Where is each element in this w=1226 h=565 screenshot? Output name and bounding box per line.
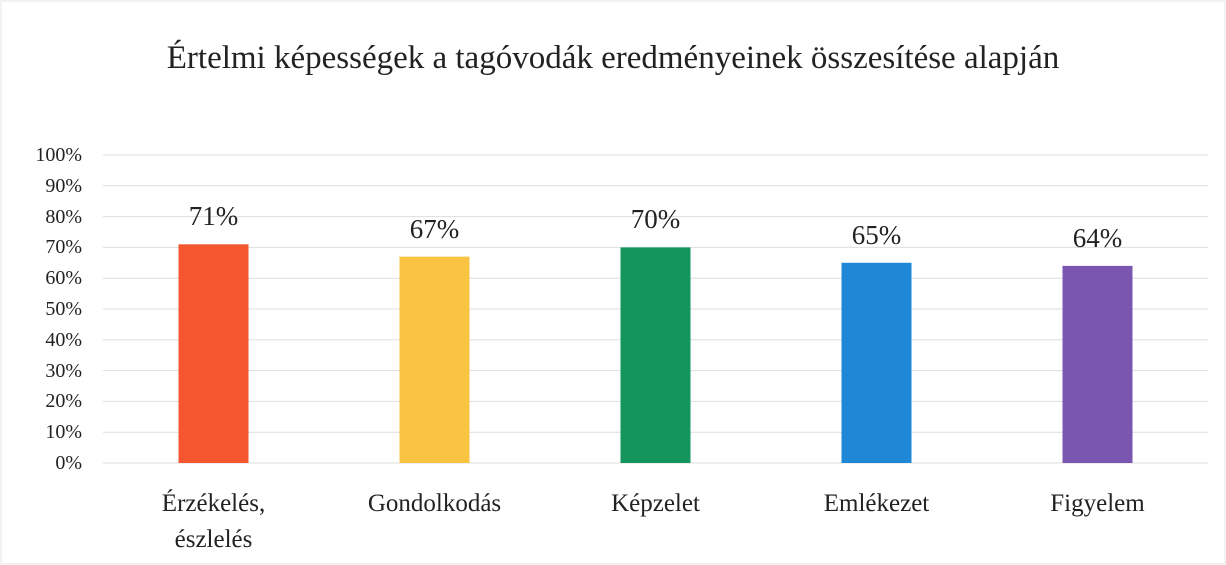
y-tick-label: 10% [45,421,82,444]
chart-title: Értelmi képességek a tagóvodák eredménye… [166,40,1060,76]
value-label: 64% [1072,222,1123,253]
value-label: 71% [188,201,239,232]
bar [178,244,249,463]
bar [399,256,470,463]
x-tick-label: Képzelet [611,490,700,517]
y-tick-label: 40% [45,328,82,351]
bar [841,262,912,463]
y-tick-label: 100% [35,144,82,166]
y-tick-label: 60% [45,267,82,290]
x-tick-label: Emlékezet [823,490,930,517]
value-label: 65% [851,219,902,250]
x-tick-label: Gondolkodás [367,490,502,517]
value-label: 67% [409,213,460,244]
y-tick-label: 90% [45,174,82,197]
y-tick-label: 50% [45,298,82,320]
y-tick-label: 20% [45,390,82,413]
y-tick-label: 0% [55,452,82,474]
x-tick-label: Figyelem [1050,490,1145,517]
bar [620,247,691,463]
y-tick-label: 70% [45,236,82,259]
x-tick-label: Érzékelés, észlelés [161,490,266,553]
y-tick-label: 30% [45,359,82,382]
y-tick-label: 80% [45,205,82,228]
value-label: 70% [630,204,681,235]
bar [1062,265,1133,463]
